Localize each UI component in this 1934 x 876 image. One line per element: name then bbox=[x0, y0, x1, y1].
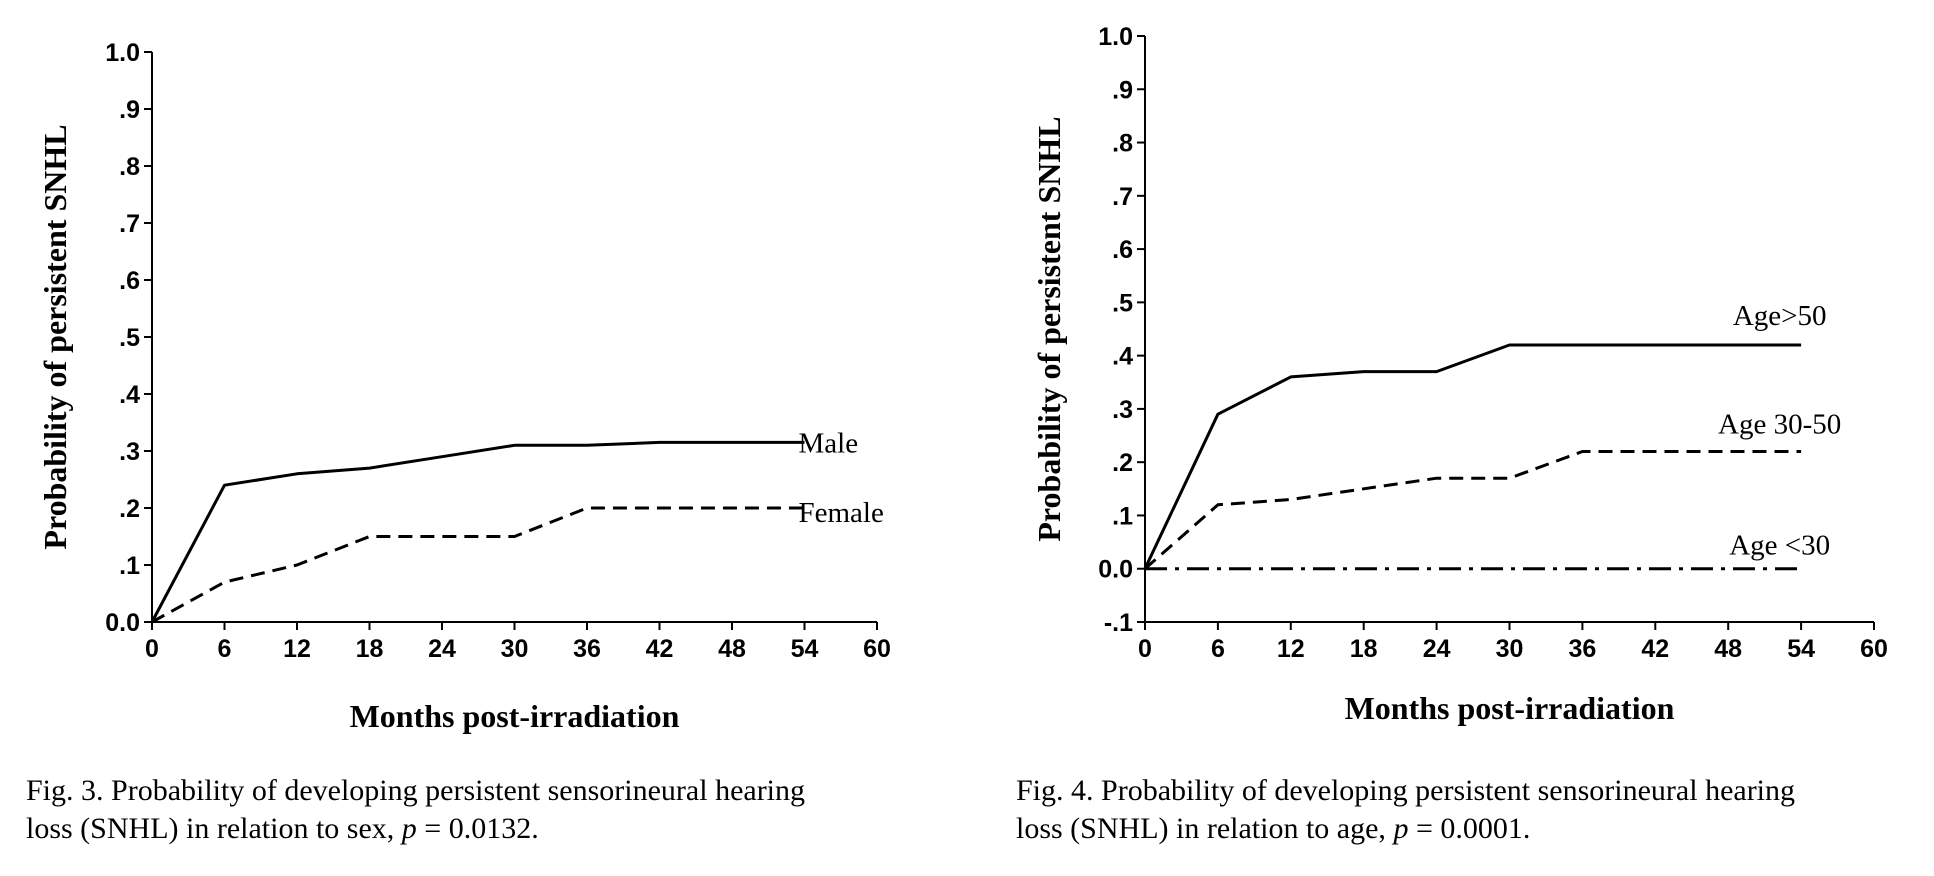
caption-fig3: Fig. 3. Probability of developing persis… bbox=[26, 772, 805, 848]
y-tick-label: .4 bbox=[1112, 343, 1133, 371]
caption-fig4-tail: loss (SNHL) in relation to age, bbox=[1016, 812, 1386, 845]
series-label-male: Male bbox=[799, 427, 859, 459]
y-tick-label: .1 bbox=[1112, 502, 1133, 530]
y-tick-label: 0.0 bbox=[1098, 556, 1133, 584]
y-tick-label: 0.0 bbox=[105, 609, 140, 637]
caption-fig4-p-symbol: p bbox=[1393, 812, 1409, 845]
series-label-age-30: Age <30 bbox=[1729, 530, 1830, 562]
x-tick-label: 6 bbox=[218, 635, 232, 663]
y-tick-label: .2 bbox=[119, 495, 140, 523]
caption-fig3-p-value: = 0.0132. bbox=[424, 812, 539, 845]
y-tick-label: -.1 bbox=[1104, 609, 1133, 637]
x-tick-label: 54 bbox=[1787, 635, 1815, 663]
y-tick-label: .4 bbox=[119, 381, 140, 409]
series-label-female: Female bbox=[799, 497, 884, 529]
x-tick-label: 36 bbox=[573, 635, 601, 663]
caption-fig4-p-value: = 0.0001. bbox=[1415, 812, 1531, 845]
x-tick-label: 60 bbox=[1860, 635, 1888, 663]
x-tick-label: 54 bbox=[791, 635, 819, 663]
y-tick-label: .7 bbox=[1112, 183, 1133, 211]
y-tick-label: .3 bbox=[1112, 396, 1133, 424]
caption-fig3-p-symbol: p bbox=[401, 812, 417, 845]
caption-fig4-line2: loss (SNHL) in relation to age, p = 0.00… bbox=[1016, 810, 1795, 848]
x-axis-label: Months post-irradiation bbox=[1345, 690, 1675, 726]
series-line-age-30-50 bbox=[1144, 450, 1802, 570]
y-tick-label: .6 bbox=[119, 267, 140, 295]
y-tick-label: .5 bbox=[119, 324, 140, 352]
caption-fig4-line1: Fig. 4. Probability of developing persis… bbox=[1016, 774, 1796, 807]
x-axis-label: Months post-irradiation bbox=[350, 698, 680, 734]
x-tick-label: 60 bbox=[863, 635, 891, 663]
y-tick-label: .7 bbox=[119, 210, 140, 238]
x-tick-label: 36 bbox=[1568, 635, 1596, 663]
x-tick-label: 24 bbox=[1423, 635, 1451, 663]
caption-fig4: Fig. 4. Probability of developing persis… bbox=[1016, 772, 1795, 848]
x-tick-label: 12 bbox=[283, 635, 311, 663]
caption-fig3-line1: Fig. 3. Probability of developing persis… bbox=[26, 774, 806, 807]
y-tick-label: .2 bbox=[1112, 449, 1133, 477]
y-axis-label: Probability of persistent SNHL bbox=[37, 124, 73, 549]
series-line-male bbox=[150, 440, 805, 623]
chart-fig3: 0.0 .1 .2 .3 .4 .5 .6 .7 .8 .9 1.0 0 6 12 18 24 30 36 42 48… bbox=[37, 39, 891, 734]
x-tick-label: 0 bbox=[1138, 635, 1152, 663]
series-line-age-50 bbox=[1143, 343, 1802, 570]
chart-fig4: -.1 0.0 .1 .2 .3 .4 .5 .6 .7 .8 .9 1.0 0 6 12 18 24 30 36 4… bbox=[1031, 23, 1888, 726]
x-tick-label: 0 bbox=[145, 635, 159, 663]
x-tick-label: 12 bbox=[1277, 635, 1305, 663]
x-tick-label: 24 bbox=[428, 635, 456, 663]
x-tick-label: 42 bbox=[1641, 635, 1669, 663]
caption-fig3-tail: loss (SNHL) in relation to sex, bbox=[26, 812, 395, 845]
x-tick-label: 48 bbox=[1714, 635, 1742, 663]
series-label-age-50: Age>50 bbox=[1733, 300, 1827, 332]
y-tick-label: 1.0 bbox=[105, 39, 140, 67]
y-tick-label: .5 bbox=[1112, 289, 1133, 317]
x-tick-label: 18 bbox=[356, 635, 384, 663]
series-line-female bbox=[151, 506, 805, 624]
y-tick-label: .3 bbox=[119, 438, 140, 466]
y-tick-label: 1.0 bbox=[1098, 23, 1133, 51]
y-tick-label: .8 bbox=[1112, 130, 1133, 158]
caption-fig3-line2: loss (SNHL) in relation to sex, p = 0.01… bbox=[26, 810, 805, 848]
y-axis-label: Probability of persistent SNHL bbox=[1031, 116, 1067, 541]
y-tick-label: .9 bbox=[119, 96, 140, 124]
x-tick-label: 30 bbox=[1496, 635, 1524, 663]
x-tick-label: 18 bbox=[1350, 635, 1378, 663]
x-tick-label: 48 bbox=[718, 635, 746, 663]
y-tick-label: .8 bbox=[119, 153, 140, 181]
series-label-age-30-50: Age 30-50 bbox=[1718, 409, 1841, 441]
x-tick-label: 42 bbox=[646, 635, 674, 663]
y-tick-label: .9 bbox=[1112, 76, 1133, 104]
x-tick-label: 30 bbox=[501, 635, 529, 663]
x-tick-label: 6 bbox=[1211, 635, 1225, 663]
y-tick-label: .1 bbox=[119, 552, 140, 580]
y-tick-label: .6 bbox=[1112, 236, 1133, 264]
